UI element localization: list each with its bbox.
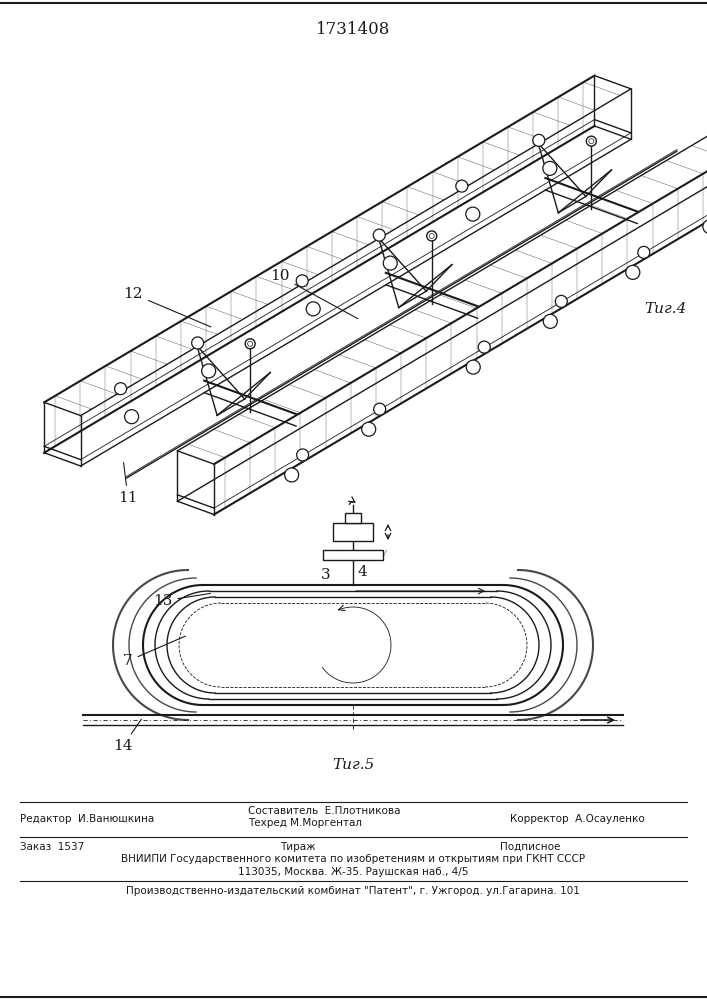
Text: Производственно-издательский комбинат "Патент", г. Ужгород. ул.Гагарина. 101: Производственно-издательский комбинат "П… [126,886,580,896]
Circle shape [466,360,480,374]
Circle shape [478,341,490,353]
Circle shape [543,314,557,328]
Text: 12: 12 [124,287,211,327]
Text: Заказ  1537: Заказ 1537 [20,842,84,852]
Circle shape [192,337,204,349]
Text: ВНИИПИ Государственного комитета по изобретениям и открытиям при ГКНТ СССР: ВНИИПИ Государственного комитета по изоб… [121,854,585,864]
Circle shape [456,180,468,192]
Circle shape [703,220,707,234]
Circle shape [374,403,386,415]
Circle shape [247,341,252,346]
Text: 4: 4 [358,565,368,579]
Text: 7: 7 [123,636,185,668]
FancyBboxPatch shape [333,523,373,541]
Text: Τиг.5: Τиг.5 [332,758,374,772]
Text: 13: 13 [153,593,210,608]
Text: 11: 11 [118,463,138,505]
Circle shape [115,383,127,395]
Text: 10: 10 [270,269,358,319]
Text: 113035, Москва. Ж-35. Раушская наб., 4/5: 113035, Москва. Ж-35. Раушская наб., 4/5 [238,867,468,877]
Text: Редактор  И.Ванюшкина: Редактор И.Ванюшкина [20,814,154,824]
Circle shape [201,364,216,378]
Text: Τиг.4: Τиг.4 [645,302,687,316]
FancyBboxPatch shape [323,550,383,560]
Circle shape [555,295,567,307]
Circle shape [383,256,397,270]
Circle shape [362,422,375,436]
Circle shape [466,207,480,221]
Text: Подписное: Подписное [500,842,561,852]
Circle shape [626,265,640,279]
Text: 1731408: 1731408 [316,21,390,38]
Text: 3: 3 [322,568,331,582]
Circle shape [306,302,320,316]
Text: Составитель  Е.Плотникова: Составитель Е.Плотникова [248,806,400,816]
Circle shape [429,233,434,238]
Circle shape [427,231,437,241]
Circle shape [586,136,596,146]
Circle shape [638,246,650,258]
Text: Техред М.Моргентал: Техред М.Моргентал [248,818,362,828]
Circle shape [533,134,545,146]
Circle shape [297,449,309,461]
FancyBboxPatch shape [345,513,361,523]
Circle shape [543,161,557,175]
Circle shape [285,468,298,482]
Text: Корректор  А.Осауленко: Корректор А.Осауленко [510,814,645,824]
Text: 14: 14 [113,719,141,753]
Text: Тираж: Тираж [280,842,315,852]
Circle shape [245,339,255,349]
Circle shape [589,139,594,144]
Circle shape [296,275,308,287]
Circle shape [373,229,385,241]
Circle shape [124,410,139,424]
